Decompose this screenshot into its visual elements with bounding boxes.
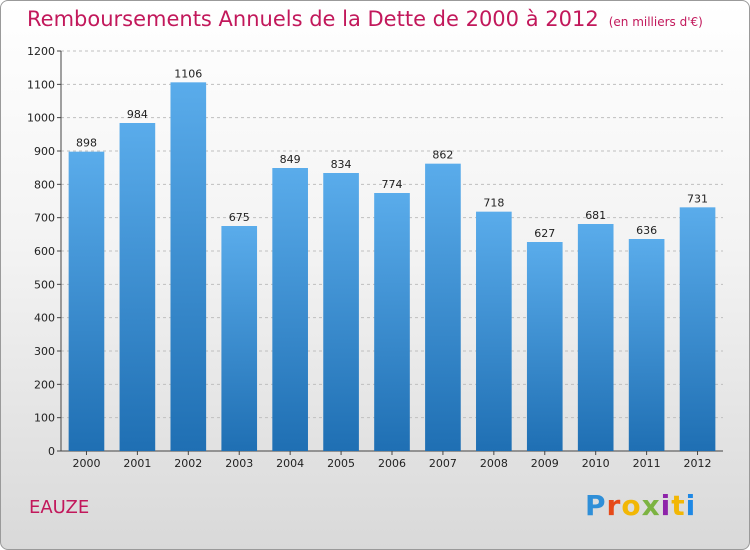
- value-label-2000: 898: [76, 137, 97, 150]
- logo-letter-5: t: [671, 489, 686, 522]
- x-tick-label-2003: 2003: [225, 457, 253, 470]
- x-tick-label-2000: 2000: [72, 457, 100, 470]
- x-tick-label-2005: 2005: [327, 457, 355, 470]
- bar-2010: [577, 224, 614, 451]
- value-label-2008: 718: [483, 197, 504, 210]
- value-label-2005: 834: [331, 158, 352, 171]
- x-tick-label-2011: 2011: [633, 457, 661, 470]
- x-tick-label-2004: 2004: [276, 457, 304, 470]
- bar-2002: [170, 82, 207, 451]
- proxiti-logo: Proxiti: [585, 489, 696, 522]
- y-tick-label-5: 500: [34, 278, 55, 291]
- x-tick-label-2009: 2009: [531, 457, 559, 470]
- bar-2003: [221, 226, 258, 451]
- y-tick-label-4: 400: [34, 312, 55, 325]
- bar-2004: [272, 168, 308, 451]
- y-tick-label-1: 100: [34, 412, 55, 425]
- y-tick-label-8: 800: [34, 178, 55, 191]
- logo-letter-1: r: [606, 489, 622, 522]
- bar-2000: [68, 151, 105, 451]
- value-label-2001: 984: [127, 108, 148, 121]
- value-label-2009: 627: [534, 227, 555, 240]
- value-label-2003: 675: [229, 211, 250, 224]
- value-label-2007: 862: [432, 149, 453, 162]
- logo-letter-6: i: [685, 489, 697, 522]
- bar-2009: [526, 242, 563, 451]
- chart-title: Remboursements Annuels de la Dette de 20…: [27, 7, 703, 31]
- value-label-2011: 636: [636, 224, 657, 237]
- logo-letter-2: o: [621, 489, 642, 522]
- y-tick-label-7: 700: [34, 212, 55, 225]
- x-tick-label-2006: 2006: [378, 457, 406, 470]
- logo-letter-4: i: [660, 489, 672, 522]
- x-tick-label-2007: 2007: [429, 457, 457, 470]
- chart-subtitle: (en milliers d'€): [608, 15, 703, 29]
- y-tick-label-0: 0: [48, 445, 55, 458]
- bar-2008: [476, 211, 512, 451]
- y-tick-label-9: 900: [34, 145, 55, 158]
- value-label-2006: 774: [382, 178, 403, 191]
- y-tick-label-11: 1100: [27, 78, 55, 91]
- commune-name: EAUZE: [29, 497, 90, 518]
- x-tick-label-2008: 2008: [480, 457, 508, 470]
- bar-2007: [425, 163, 461, 451]
- y-tick-label-10: 1000: [27, 112, 55, 125]
- x-tick-label-2010: 2010: [582, 457, 610, 470]
- bars: [68, 82, 716, 451]
- y-tick-label-2: 200: [34, 378, 55, 391]
- logo-letter-3: x: [641, 489, 661, 522]
- y-tick-label-3: 300: [34, 345, 55, 358]
- x-tick-label-2012: 2012: [684, 457, 712, 470]
- value-label-2004: 849: [280, 153, 301, 166]
- bar-2011: [628, 239, 665, 451]
- bar-2005: [323, 173, 359, 451]
- y-tick-label-6: 600: [34, 245, 55, 258]
- value-label-2012: 731: [687, 192, 708, 205]
- logo-letter-0: P: [585, 489, 607, 522]
- x-tick-labels: 2000 2001 2002 2003 2004 2005 2006 2007 2008 2009…: [72, 451, 712, 470]
- value-label-2010: 681: [585, 209, 606, 222]
- y-tick-labels: 0 100 200 300 400 500 600 700 800 900 1000 1100 1200: [27, 45, 55, 458]
- bar-2001: [119, 123, 156, 451]
- value-label-2002: 1106: [174, 67, 202, 80]
- x-tick-label-2002: 2002: [174, 457, 202, 470]
- y-tick-label-12: 1200: [27, 45, 55, 58]
- value-labels: 898 984 1106 675 849 834 774 862 718 627 681 636 731: [76, 67, 708, 240]
- bar-2012: [679, 207, 716, 451]
- bar-2006: [374, 193, 410, 451]
- x-tick-label-2001: 2001: [123, 457, 151, 470]
